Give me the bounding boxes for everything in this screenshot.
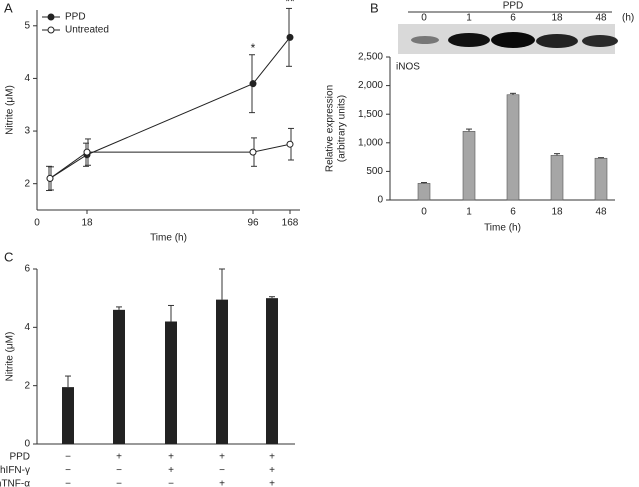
- point: [286, 140, 294, 148]
- point: [249, 148, 257, 156]
- blot-header: PPD: [503, 1, 524, 12]
- bar: [165, 321, 177, 444]
- y-axis-label: Nitrite (μM): [5, 332, 16, 382]
- condition-mark: −: [65, 479, 71, 487]
- bar: [216, 299, 228, 444]
- bar: [462, 131, 476, 201]
- panel-label: A: [4, 0, 13, 15]
- panel-label: C: [4, 249, 13, 264]
- x-axis-label: Time (h): [484, 223, 521, 234]
- legend-label: PPD: [65, 12, 86, 23]
- x-tick-label: 18: [551, 207, 563, 218]
- condition-name: rhTNF-α: [0, 479, 30, 487]
- point: [46, 174, 54, 182]
- y-tick-label: 4: [24, 73, 30, 84]
- point: [286, 33, 294, 41]
- series-line: [49, 37, 291, 179]
- condition-mark: +: [116, 452, 122, 463]
- condition-mark: −: [219, 465, 225, 476]
- bar: [266, 298, 278, 444]
- y-tick-label: 2,500: [358, 52, 383, 63]
- point: [83, 148, 91, 156]
- blot-unit: (h): [622, 13, 634, 24]
- legend-label: Untreated: [65, 25, 109, 36]
- y-tick-label: 2,000: [358, 80, 383, 91]
- condition-mark: +: [269, 465, 275, 476]
- blot-image: [398, 24, 618, 54]
- bar: [506, 94, 520, 201]
- y-tick-label: 0: [24, 439, 30, 450]
- blot-lane-label: 18: [551, 13, 563, 24]
- blot-lane-label: 1: [466, 13, 472, 24]
- bar: [113, 309, 125, 444]
- y-axis-label: (arbitrary units): [337, 95, 348, 162]
- x-tick-label: 168: [282, 218, 299, 229]
- blot-lane-label: 6: [510, 13, 516, 24]
- condition-mark: +: [269, 452, 275, 463]
- y-axis-label: Nitrite (μM): [5, 85, 16, 135]
- condition-name: rhIFN-γ: [0, 465, 30, 476]
- y-tick-label: 1,500: [358, 109, 383, 120]
- y-tick-label: 6: [24, 264, 30, 275]
- panel-label: B: [370, 0, 379, 15]
- bar: [62, 387, 74, 444]
- x-tick-label: 96: [247, 218, 259, 229]
- bar: [594, 157, 608, 201]
- condition-mark: +: [269, 479, 275, 487]
- blot-lane-label: 0: [421, 13, 427, 24]
- legend-marker: [47, 13, 55, 21]
- series-line: [49, 143, 291, 179]
- y-tick-label: 3: [24, 126, 30, 137]
- y-tick-label: 5: [24, 20, 30, 31]
- y-axis-label: Relative expression: [325, 85, 336, 172]
- condition-mark: −: [116, 479, 122, 487]
- x-tick-label: 6: [510, 207, 516, 218]
- condition-name: PPD: [9, 452, 30, 463]
- annotation: *: [251, 41, 256, 55]
- y-tick-label: 2: [24, 178, 30, 189]
- y-tick-label: 4: [24, 322, 30, 333]
- y-tick-label: 500: [366, 166, 383, 177]
- x-tick-label: 48: [595, 207, 607, 218]
- annotation: **: [285, 0, 295, 9]
- condition-mark: −: [65, 452, 71, 463]
- x-axis-label: Time (h): [150, 233, 187, 244]
- condition-mark: −: [65, 465, 71, 476]
- condition-mark: +: [168, 452, 174, 463]
- y-tick-label: 1,000: [358, 137, 383, 148]
- x-tick-label: 1: [466, 207, 472, 218]
- x-tick-label: 18: [81, 218, 93, 229]
- bar: [417, 183, 431, 201]
- x-tick-label: 0: [421, 207, 427, 218]
- blot-lane-label: 48: [595, 13, 607, 24]
- condition-mark: +: [219, 479, 225, 487]
- x-tick-label: 0: [34, 218, 40, 229]
- condition-mark: +: [168, 465, 174, 476]
- point: [249, 80, 257, 88]
- bar: [550, 155, 564, 201]
- chart-label: iNOS: [396, 62, 420, 73]
- y-tick-label: 2: [24, 380, 30, 391]
- y-tick-label: 0: [377, 195, 383, 206]
- condition-mark: +: [219, 452, 225, 463]
- condition-mark: −: [116, 465, 122, 476]
- legend-marker: [47, 26, 55, 34]
- condition-mark: −: [168, 479, 174, 487]
